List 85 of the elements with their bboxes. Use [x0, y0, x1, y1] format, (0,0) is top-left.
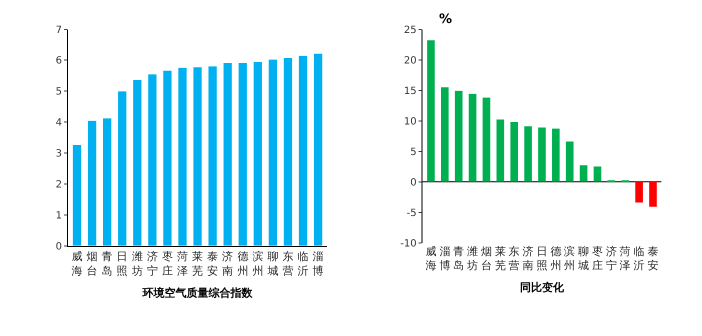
x-axis-title: 同比变化 — [520, 281, 565, 294]
x-tick-label: 聊城 — [266, 250, 278, 278]
x-tick-label: 菏泽 — [620, 244, 631, 272]
bar — [538, 127, 546, 182]
y-tick-label: 15 — [404, 86, 417, 97]
bar — [510, 122, 518, 182]
bar — [208, 66, 217, 246]
x-tick-label: 枣庄 — [162, 250, 173, 278]
y-tick-label: 6 — [56, 56, 62, 67]
x-tick-label: 莱芜 — [494, 244, 506, 272]
y-tick-label: 1 — [56, 210, 62, 222]
x-tick-label: 聊城 — [577, 244, 590, 272]
bar — [427, 40, 435, 182]
bar — [72, 144, 82, 246]
x-tick-label: 东营 — [508, 244, 520, 272]
x-tick-label: 德州 — [550, 244, 562, 272]
y-axis-title: % — [439, 12, 452, 27]
x-tick-label: 菏泽 — [176, 250, 188, 278]
bar — [103, 118, 112, 246]
y-tick-label: 2 — [56, 179, 62, 190]
x-tick-label: 烟台 — [86, 250, 98, 278]
bar — [524, 126, 532, 182]
bar — [468, 94, 476, 182]
bar — [441, 87, 449, 182]
bar — [224, 62, 232, 246]
bar — [496, 120, 504, 182]
x-tick-label: 淄博 — [439, 244, 450, 272]
x-tick-label: 济南 — [522, 244, 534, 272]
bar — [482, 98, 490, 182]
y-tick-label: -10 — [400, 238, 417, 250]
y-tick-label: 3 — [56, 148, 62, 160]
x-tick-label: 滨州 — [252, 250, 264, 278]
bar — [454, 90, 463, 182]
bar — [88, 120, 96, 246]
bar — [552, 128, 560, 182]
x-tick-label: 淄博 — [312, 250, 324, 278]
y-tick-label: 20 — [404, 55, 417, 66]
bar — [566, 141, 574, 182]
x-tick-label: 泰安 — [207, 250, 218, 278]
bar — [635, 182, 643, 202]
x-tick-label: 青岛 — [102, 250, 113, 278]
bar — [163, 70, 172, 246]
x-axis-title: 环境空气质量综合指数 — [142, 286, 254, 300]
x-tick-label: 日照 — [536, 244, 548, 272]
x-tick-label: 济南 — [222, 250, 234, 278]
bar — [580, 165, 588, 182]
bar — [284, 58, 292, 246]
x-tick-label: 临沂 — [634, 244, 645, 272]
x-tick-label: 潍坊 — [130, 250, 143, 278]
x-tick-label: 泰安 — [647, 244, 658, 272]
bar — [118, 91, 126, 246]
y-tick-label: 0 — [56, 241, 62, 252]
bar — [254, 62, 262, 246]
bar — [133, 80, 142, 246]
bar — [649, 182, 657, 207]
x-tick-label: 烟台 — [480, 244, 492, 272]
y-tick-label: 5 — [56, 86, 62, 98]
y-tick-label: 25 — [404, 24, 417, 36]
bar — [268, 60, 278, 246]
x-tick-label: 济宁 — [606, 244, 617, 272]
x-tick-label: 滨州 — [564, 244, 576, 272]
bar — [193, 67, 202, 246]
bar — [238, 62, 247, 246]
x-tick-label: 德州 — [237, 250, 248, 278]
x-tick-label: 东营 — [282, 250, 294, 278]
y-tick-label: 0 — [410, 177, 417, 188]
x-tick-label: 威海 — [425, 244, 436, 272]
x-tick-label: 临沂 — [298, 250, 309, 278]
x-tick-label: 枣庄 — [592, 244, 603, 272]
x-tick-label: 威海 — [72, 250, 83, 278]
x-tick-label: 莱芜 — [192, 250, 204, 278]
x-tick-label: 济宁 — [146, 250, 158, 278]
bar — [298, 56, 308, 246]
bar — [148, 74, 156, 246]
bar — [314, 54, 322, 246]
y-tick-label: -5 — [406, 208, 417, 219]
y-tick-label: 10 — [404, 116, 417, 128]
y-tick-label: 7 — [56, 24, 62, 36]
bar — [178, 68, 187, 246]
x-tick-label: 日照 — [116, 250, 128, 278]
x-tick-label: 青岛 — [453, 244, 464, 272]
x-tick-label: 潍坊 — [466, 244, 478, 272]
y-tick-label: 4 — [56, 118, 62, 129]
bar — [594, 166, 602, 182]
y-tick-label: 5 — [410, 146, 417, 158]
